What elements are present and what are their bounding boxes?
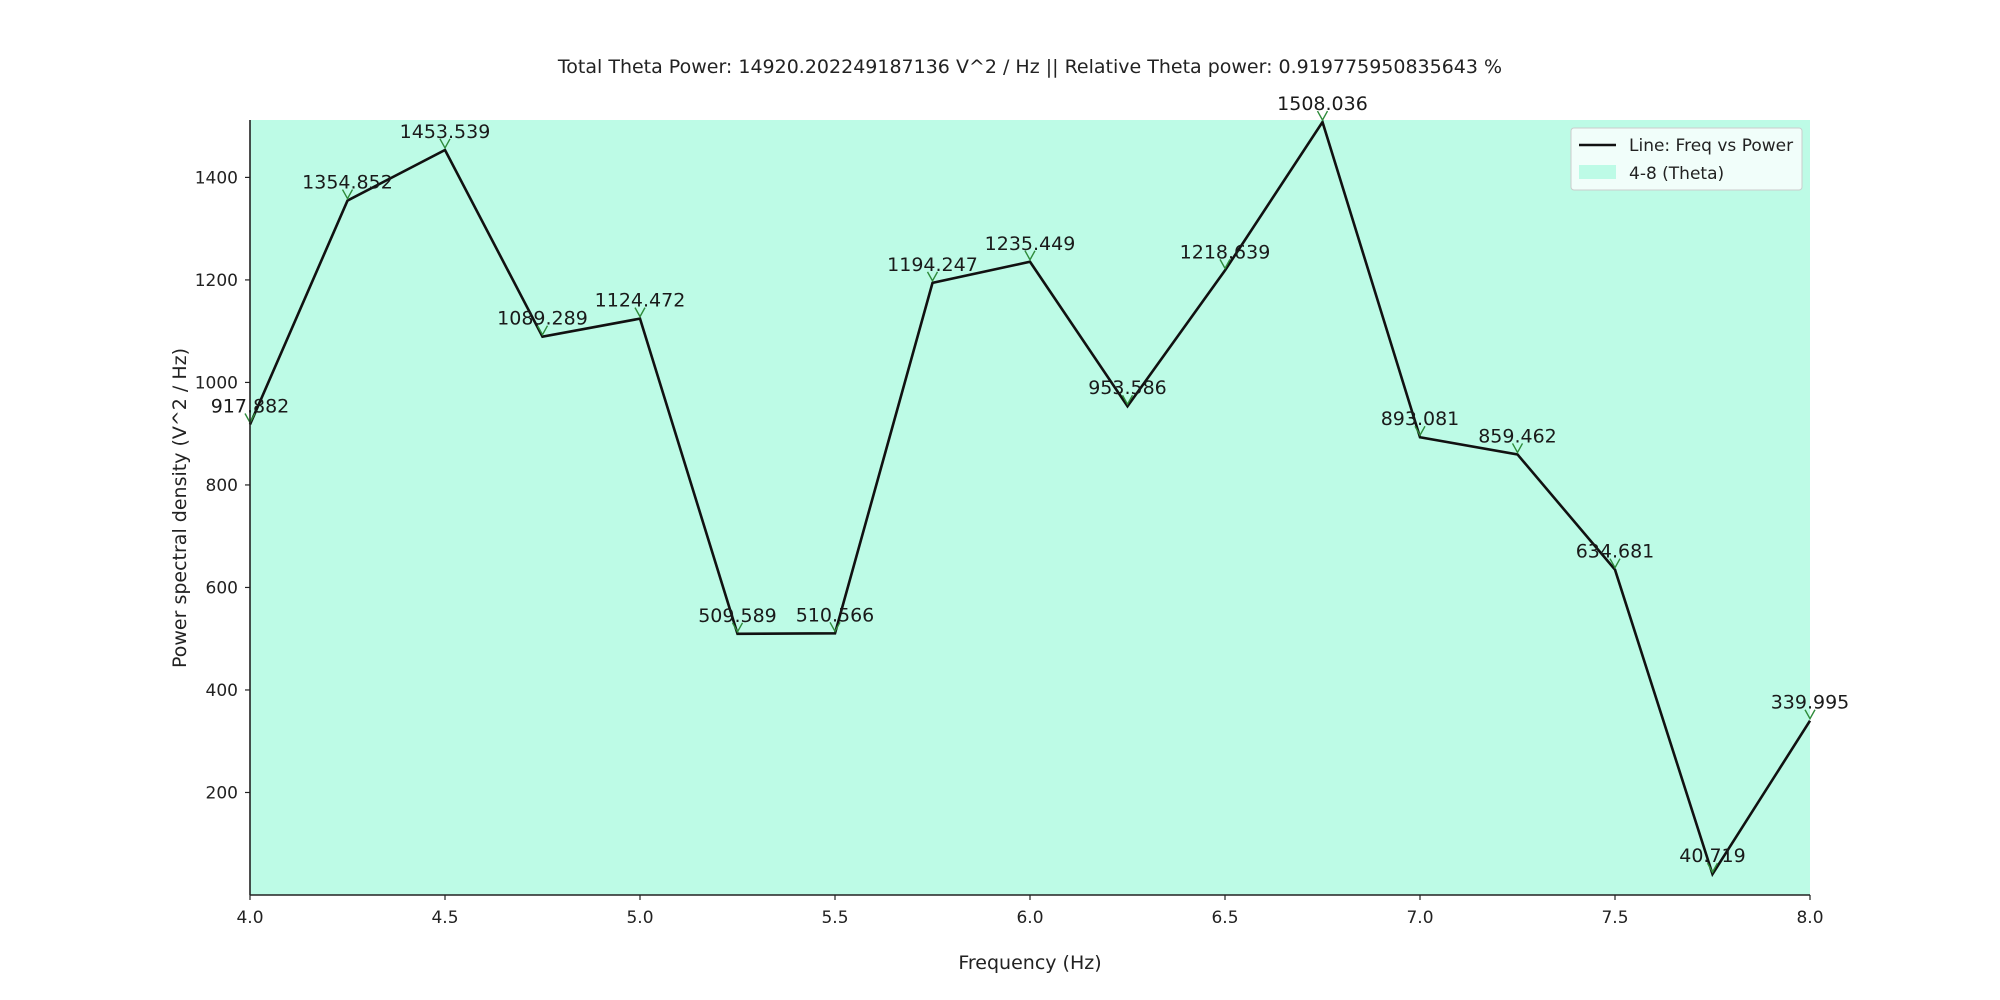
y-tick-label: 1200	[195, 271, 238, 291]
data-point-marker	[1804, 709, 1816, 721]
data-point-label: 1354.852	[302, 172, 393, 194]
data-point-label: 634.681	[1576, 541, 1655, 563]
data-point-label: 953.586	[1088, 377, 1167, 399]
data-point-label: 510.566	[796, 604, 875, 626]
data-point-label: 1235.449	[985, 233, 1076, 255]
y-tick-label: 1400	[195, 168, 238, 188]
data-point-label: 509.589	[698, 605, 777, 627]
x-tick-label: 7.5	[1601, 908, 1628, 928]
theta-band-area	[250, 120, 1810, 895]
y-tick-label: 200	[206, 783, 238, 803]
x-axis-title: Frequency (Hz)	[958, 952, 1101, 974]
data-point-label: 893.081	[1381, 408, 1460, 430]
legend-box	[1570, 127, 1803, 191]
data-point-label: 1089.289	[497, 308, 588, 330]
data-point-label: 1218.639	[1180, 241, 1271, 263]
data-point-marker	[1414, 425, 1426, 437]
data-point-marker	[1316, 110, 1329, 122]
data-point-label: 1124.472	[595, 290, 686, 312]
chart-title: Total Theta Power: 14920.202249187136 V^…	[557, 56, 1502, 78]
data-point-marker	[829, 621, 841, 633]
y-axis-title: Power spectral density (V^2 / Hz)	[169, 348, 191, 668]
x-tick-label: 6.0	[1016, 908, 1043, 928]
series-line-freq-vs-power	[248, 119, 1812, 878]
data-point-label: 339.995	[1771, 692, 1850, 714]
x-tick-label: 8.0	[1796, 908, 1823, 928]
data-point-label: 859.462	[1478, 425, 1557, 447]
x-tick-label: 5.5	[821, 908, 848, 928]
legend-label-band: 4-8 (Theta)	[1629, 164, 1724, 184]
data-point-marker	[536, 325, 549, 337]
data-point-marker	[926, 271, 939, 283]
data-point-marker	[341, 189, 354, 200]
legend-band-swatch	[1579, 165, 1616, 179]
x-tick-label: 5.0	[626, 908, 653, 928]
data-point-marker	[1219, 259, 1231, 270]
data-point-marker	[439, 138, 451, 150]
data-point-marker	[1024, 250, 1036, 262]
legend: Line: Freq vs Power 4-8 (Theta)	[1570, 127, 1803, 191]
data-point-label: 1194.247	[887, 254, 978, 276]
y-tick-label: 400	[206, 681, 238, 701]
data-point-label: 1453.539	[400, 121, 491, 143]
data-point-marker	[1511, 443, 1524, 454]
y-tick-label: 1000	[195, 373, 238, 393]
legend-label-line: Line: Freq vs Power	[1629, 136, 1793, 156]
data-point-marker	[1706, 862, 1719, 874]
x-tick-label: 6.5	[1211, 908, 1238, 928]
x-tick-label: 4.0	[236, 908, 263, 928]
x-tick-label: 7.0	[1406, 908, 1433, 928]
data-point-marker	[731, 622, 744, 634]
data-point-marker	[634, 307, 646, 319]
data-point-label: 40.719	[1679, 845, 1745, 867]
data-point-label: 1508.036	[1277, 93, 1368, 115]
data-point-marker	[1121, 394, 1134, 406]
x-tick-label: 4.5	[431, 908, 458, 928]
y-tick-label: 600	[206, 578, 238, 598]
data-point-marker	[1609, 558, 1621, 570]
y-tick-label: 800	[206, 476, 238, 496]
